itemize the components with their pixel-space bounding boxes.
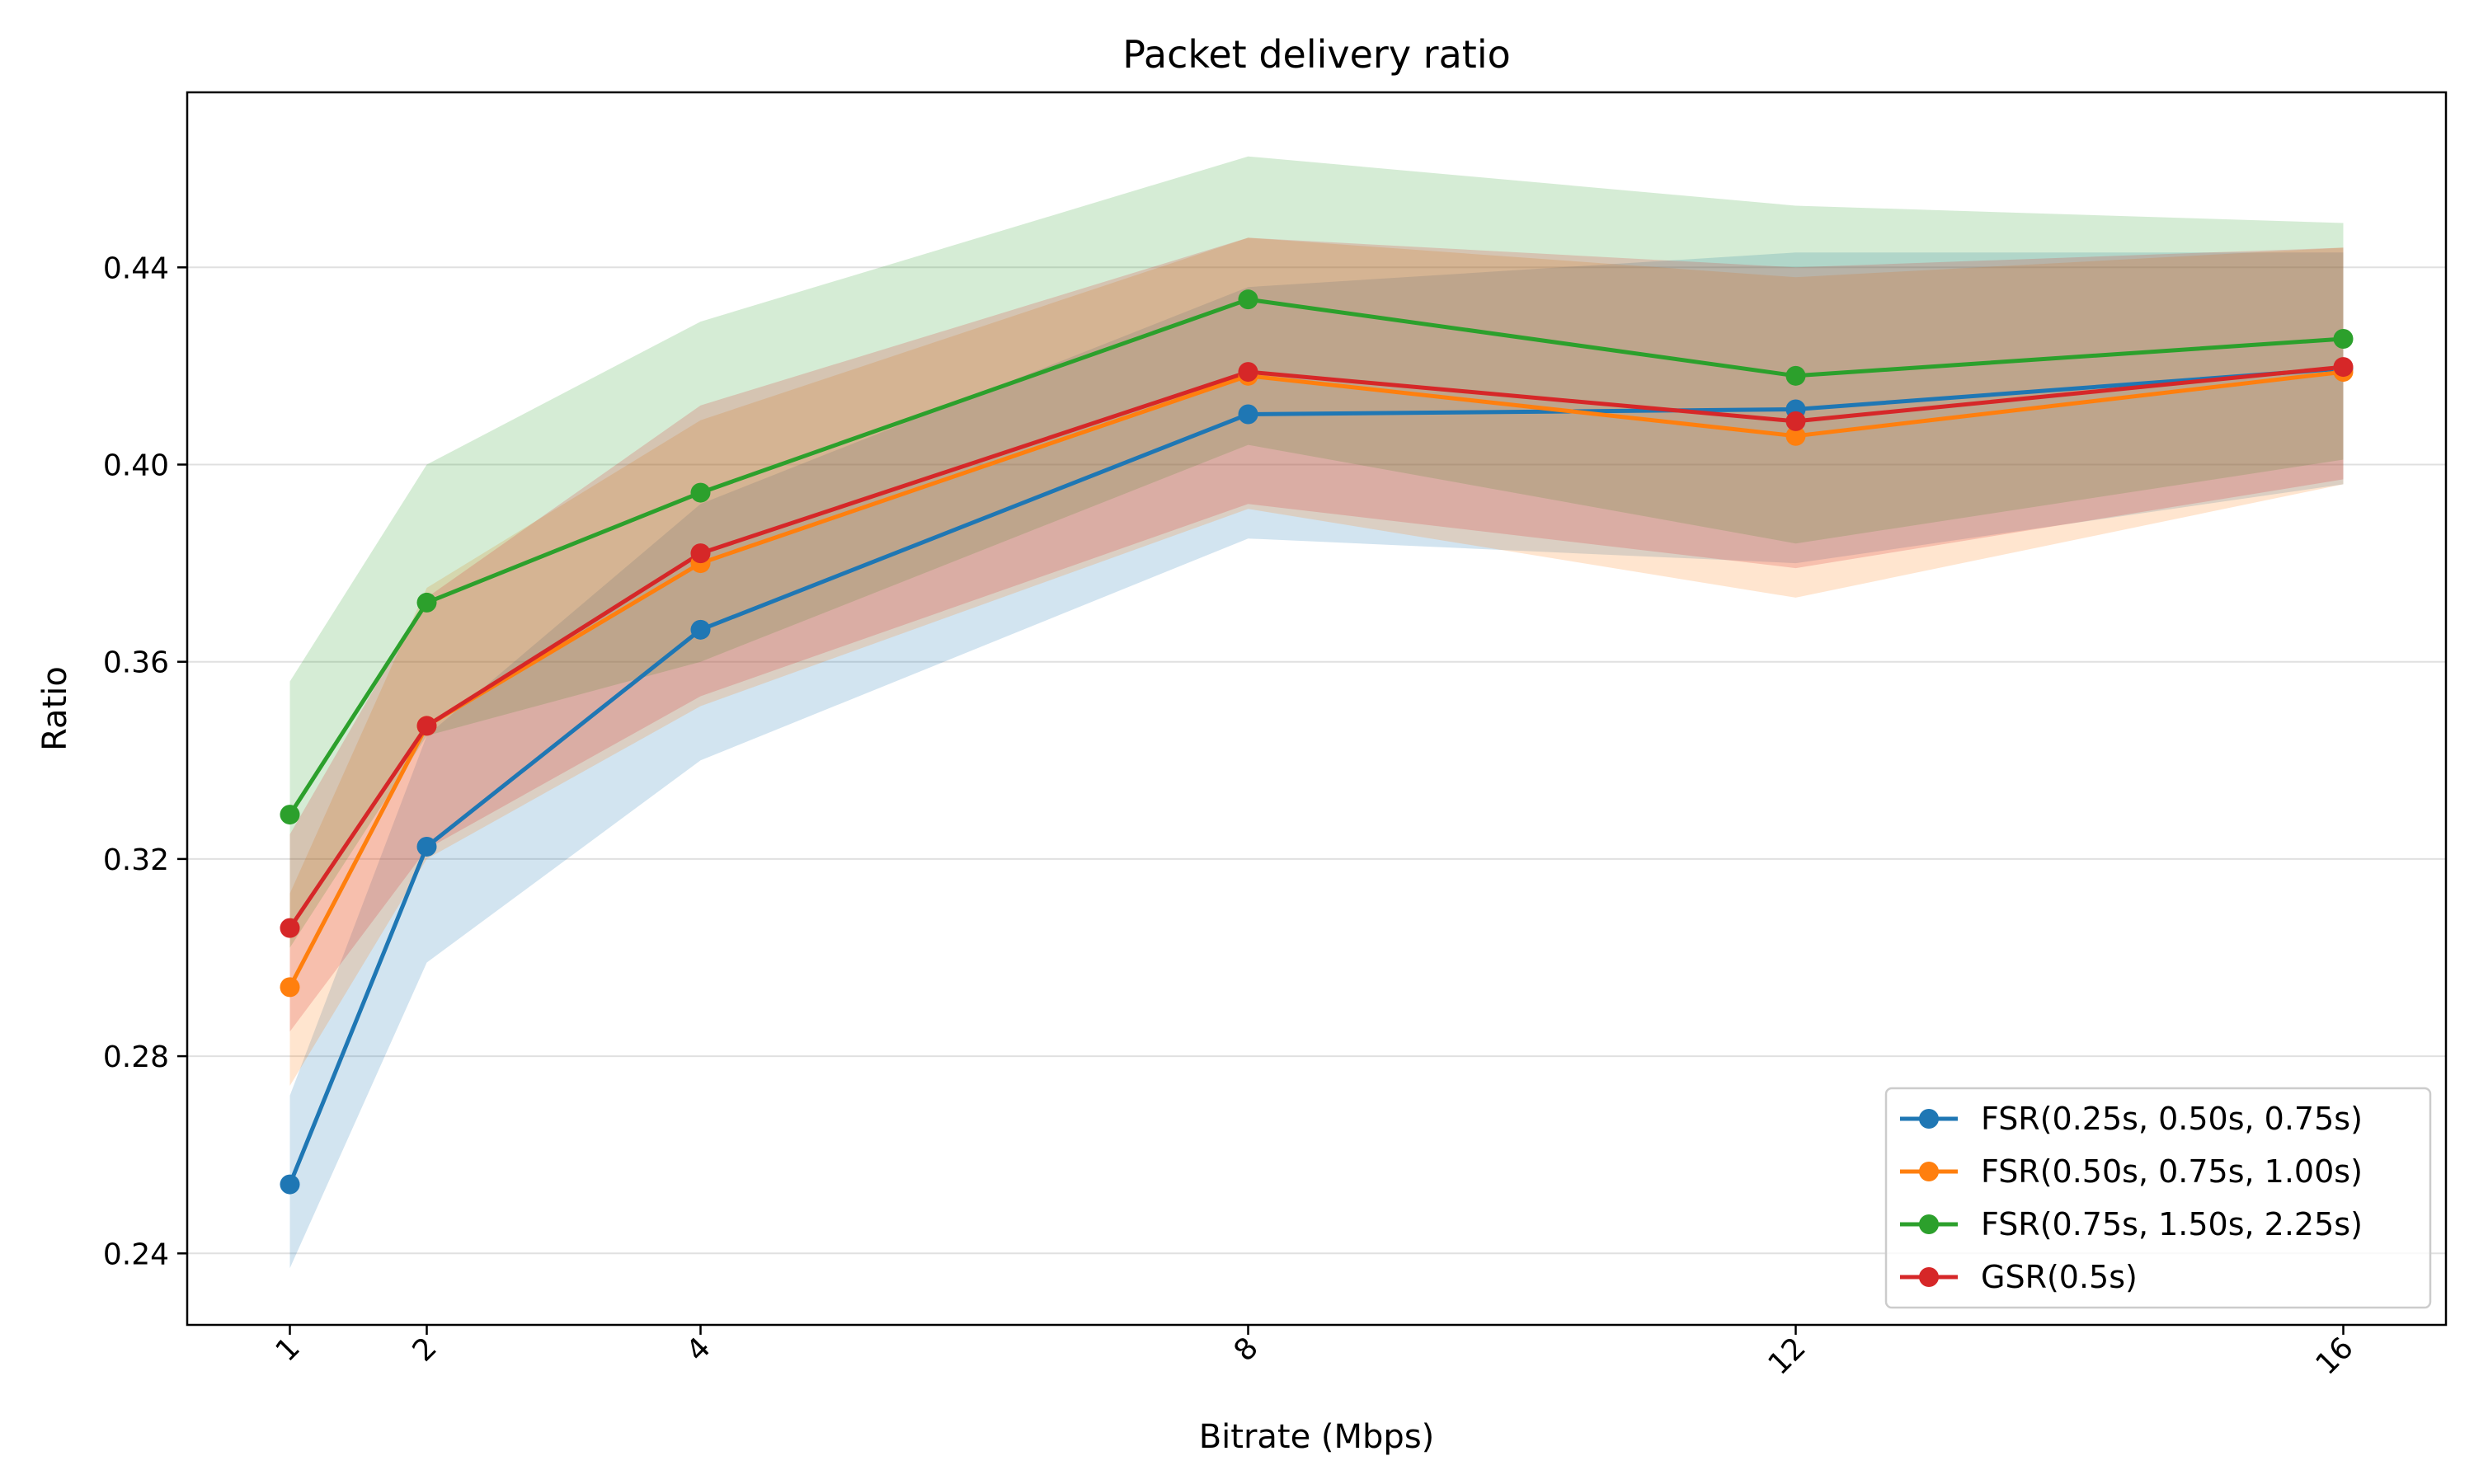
series-line <box>288 364 2344 930</box>
series-lines <box>288 297 2344 1186</box>
legend-label: FSR(0.50s, 0.75s, 1.00s) <box>1981 1153 2363 1190</box>
plot-area-frame <box>186 91 2448 1327</box>
confidence-band <box>289 237 2344 1086</box>
legend: FSR(0.25s, 0.50s, 0.75s) FSR(0.50s, 0.75s… <box>1884 1087 2432 1309</box>
y-tick-label: 0.44 <box>103 251 169 285</box>
confidence-band <box>289 252 2344 1269</box>
data-point <box>1238 404 1258 425</box>
legend-label: FSR(0.25s, 0.50s, 0.75s) <box>1981 1101 2363 1137</box>
data-point <box>416 592 437 613</box>
data-point <box>1238 289 1258 310</box>
series-line <box>288 369 2344 989</box>
x-axis-title: Bitrate (Mbps) <box>1199 1418 1435 1456</box>
confidence-bands <box>289 156 2344 1269</box>
legend-marker <box>1919 1267 1939 1287</box>
y-tick-label: 0.32 <box>103 843 169 877</box>
legend-entry: FSR(0.25s, 0.50s, 0.75s) <box>1900 1101 2363 1137</box>
data-point <box>690 482 711 503</box>
data-point <box>280 977 300 998</box>
data-point <box>2333 357 2354 378</box>
legend-marker <box>1919 1162 1939 1181</box>
data-point <box>1238 362 1258 383</box>
data-point <box>1785 411 1806 431</box>
y-tick-label: 0.24 <box>103 1237 169 1271</box>
y-tick-label: 0.40 <box>103 448 169 482</box>
y-tick-label: 0.36 <box>103 646 169 680</box>
chart-title: Packet delivery ratio <box>1122 32 1511 77</box>
data-point <box>690 619 711 640</box>
grid <box>187 266 2446 1255</box>
confidence-band <box>289 156 2344 948</box>
y-tick-label: 0.28 <box>103 1040 169 1074</box>
legend-label: GSR(0.5s) <box>1981 1259 2138 1295</box>
series-markers <box>280 289 2354 1195</box>
data-point <box>416 836 437 857</box>
legend-entry: FSR(0.75s, 1.50s, 2.25s) <box>1900 1206 2363 1242</box>
data-point <box>2333 329 2354 349</box>
legend-entry: GSR(0.5s) <box>1900 1259 2138 1295</box>
y-axis: 0.24 0.28 0.32 0.36 0.40 0.44 <box>103 251 187 1271</box>
legend-label: FSR(0.75s, 1.50s, 2.25s) <box>1981 1206 2363 1242</box>
data-point <box>280 918 300 938</box>
legend-marker <box>1919 1214 1939 1234</box>
legend-entry: FSR(0.50s, 0.75s, 1.00s) <box>1900 1153 2363 1190</box>
confidence-band <box>289 237 2344 1032</box>
data-point <box>1785 425 1806 446</box>
data-point <box>280 1174 300 1195</box>
data-point <box>416 716 437 736</box>
data-point <box>1785 365 1806 386</box>
legend-box <box>1884 1087 2432 1309</box>
series-line <box>288 297 2344 816</box>
data-point <box>280 805 300 825</box>
y-axis-title: Ratio <box>36 666 74 751</box>
legend-marker <box>1919 1109 1939 1129</box>
series-line <box>288 366 2344 1186</box>
data-point <box>690 543 711 564</box>
